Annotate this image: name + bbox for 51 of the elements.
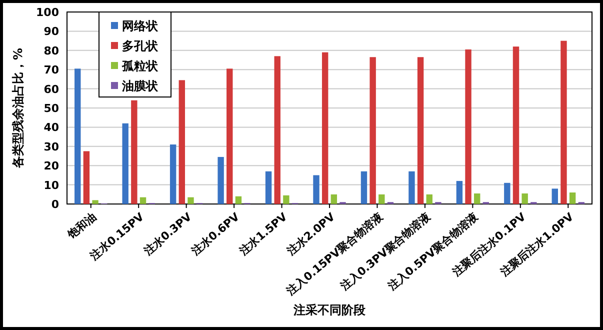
x-tick-label: 饱和油 [64, 210, 99, 242]
bar [83, 151, 90, 204]
legend-label: 网络状 [122, 19, 159, 33]
bar [408, 171, 415, 204]
y-tick-label: 70 [44, 64, 60, 77]
bar [360, 171, 368, 204]
bar [370, 57, 376, 204]
y-tick-label: 40 [44, 121, 60, 134]
bar [170, 144, 176, 204]
bar [322, 52, 328, 204]
y-tick-label: 10 [44, 178, 60, 192]
bar [560, 40, 567, 204]
bar [92, 200, 98, 204]
bar [504, 182, 510, 204]
bar [456, 180, 463, 204]
y-tick-label: 90 [44, 25, 60, 38]
bar [131, 100, 138, 204]
bar [178, 80, 186, 204]
bar [140, 197, 146, 204]
bar [474, 193, 480, 204]
bar [274, 56, 280, 204]
bar [313, 175, 320, 204]
x-axis-title: 注采不同阶段 [292, 303, 366, 317]
y-tick-label: 60 [44, 82, 60, 96]
bar [512, 46, 520, 204]
y-axis-title: 各类型残余油占比，% [11, 48, 25, 170]
bar [265, 171, 272, 204]
legend-label: 多孔状 [122, 39, 159, 53]
y-tick-label: 30 [44, 140, 60, 154]
bar [378, 194, 385, 204]
bar [522, 193, 528, 204]
y-tick-label: 0 [51, 198, 60, 211]
y-tick-label: 80 [44, 44, 60, 58]
legend-label: 孤粒状 [121, 59, 159, 73]
bar [235, 196, 242, 204]
bar [188, 197, 194, 204]
y-tick-label: 100 [36, 6, 60, 19]
bar [218, 156, 224, 204]
bar [465, 49, 472, 204]
bar [226, 68, 233, 204]
bar [426, 194, 432, 204]
legend-label: 油膜状 [121, 79, 159, 93]
bar [283, 195, 290, 204]
bar [417, 57, 424, 204]
bar [569, 192, 576, 204]
bar [330, 194, 338, 204]
bar [122, 123, 128, 204]
bar [74, 68, 81, 204]
bar [552, 188, 558, 204]
y-tick-label: 20 [44, 160, 60, 173]
y-tick-label: 50 [44, 102, 60, 115]
